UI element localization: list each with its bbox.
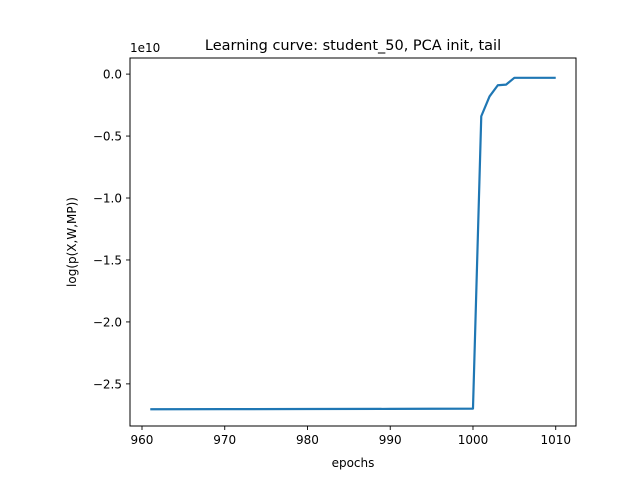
x-tick-label: 960	[131, 433, 154, 447]
x-axis-label: epochs	[332, 456, 375, 470]
chart-title: Learning curve: student_50, PCA init, ta…	[205, 38, 501, 54]
plot-frame	[129, 57, 577, 427]
y-tick-label: 0.0	[103, 68, 122, 82]
x-tick-label: 970	[213, 433, 236, 447]
x-tick-label: 1000	[458, 433, 489, 447]
series-line-0	[150, 76, 556, 411]
y-tick-label: −2.0	[93, 315, 122, 329]
y-tick-label: −2.5	[93, 377, 122, 391]
y-tick-label: −0.5	[93, 130, 122, 144]
x-axis: 960 970 980 990 1000 1010	[131, 426, 571, 447]
y-axis-label: log(p(X,W,MP))	[65, 197, 79, 287]
x-tick-label: 1010	[540, 433, 571, 447]
x-tick-label: 990	[379, 433, 402, 447]
y-tick-label: −1.5	[93, 253, 122, 267]
y-axis-offset-label: 1e10	[130, 41, 160, 55]
y-tick-label: −1.0	[93, 192, 122, 206]
x-tick-label: 980	[296, 433, 319, 447]
y-axis: −2.5 −2.0 −1.5 −1.0 −0.5 0.0	[93, 68, 130, 391]
series-layer	[150, 76, 556, 411]
